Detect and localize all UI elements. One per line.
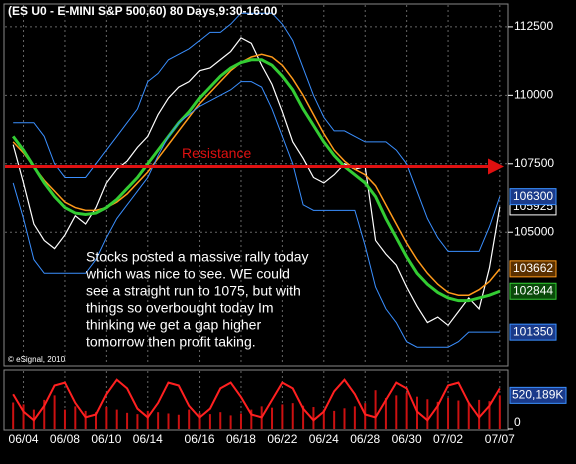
commentary-line: see a straight run to 1075, but with [86, 283, 301, 299]
x-tick-label: 06/28 [350, 432, 380, 446]
y-tick-label: 0 [514, 415, 521, 429]
chart-title: (ES U0 - E-MINI S&P 500,60) 80 Days,9:30… [8, 4, 278, 18]
series-line [11, 58, 501, 303]
resistance-label: Resistance [182, 145, 251, 161]
last-value-label: 106300 [513, 189, 553, 203]
commentary-line: thinking we get a gap higher [86, 317, 261, 333]
x-tick-label: 06/04 [9, 432, 39, 446]
value-box [509, 386, 567, 404]
last-value-label: 102844 [513, 283, 553, 297]
x-tick-label: 06/14 [133, 432, 163, 446]
last-value-box [509, 188, 557, 206]
series-line [12, 53, 501, 296]
last-value-label: 103662 [513, 261, 553, 275]
last-value-box [509, 260, 557, 278]
last-value-label: 101350 [513, 324, 553, 338]
last-value-box [509, 323, 557, 341]
commentary-line: which was nice to see. WE could [85, 266, 290, 282]
y-tick-label: 107500 [514, 156, 554, 170]
x-tick-label: 07/07 [485, 432, 515, 446]
y-tick-label: 110000 [514, 88, 553, 102]
y-tick-label: 105000 [514, 224, 554, 238]
commentary: Stocks posted a massive rally todaywhich… [85, 249, 309, 350]
resistance-arrow [488, 158, 504, 175]
oscillator-line [12, 378, 501, 422]
x-tick-label: 06/30 [392, 432, 422, 446]
commentary-line: tomorrow then profit taking. [86, 334, 256, 350]
x-tick-label: 06/08 [50, 432, 80, 446]
lower-panel [3, 369, 509, 431]
value-label: 520,189K [512, 388, 563, 402]
x-tick-label: 06/22 [267, 432, 297, 446]
last-value-box [509, 282, 557, 300]
main-panel [3, 3, 509, 367]
x-tick-label: 06/18 [226, 432, 256, 446]
x-tick-label: 07/02 [433, 432, 463, 446]
commentary-line: Stocks posted a massive rally today [86, 249, 309, 265]
y-tick-label: 112500 [514, 19, 553, 33]
series-line [12, 81, 500, 348]
x-tick-label: 06/24 [309, 432, 339, 446]
x-tick-label: 06/16 [185, 432, 215, 446]
commentary-line: things so overbought today Im [86, 300, 274, 316]
copyright: © eSignal, 2010 [8, 355, 66, 364]
x-tick-label: 06/10 [91, 432, 121, 446]
